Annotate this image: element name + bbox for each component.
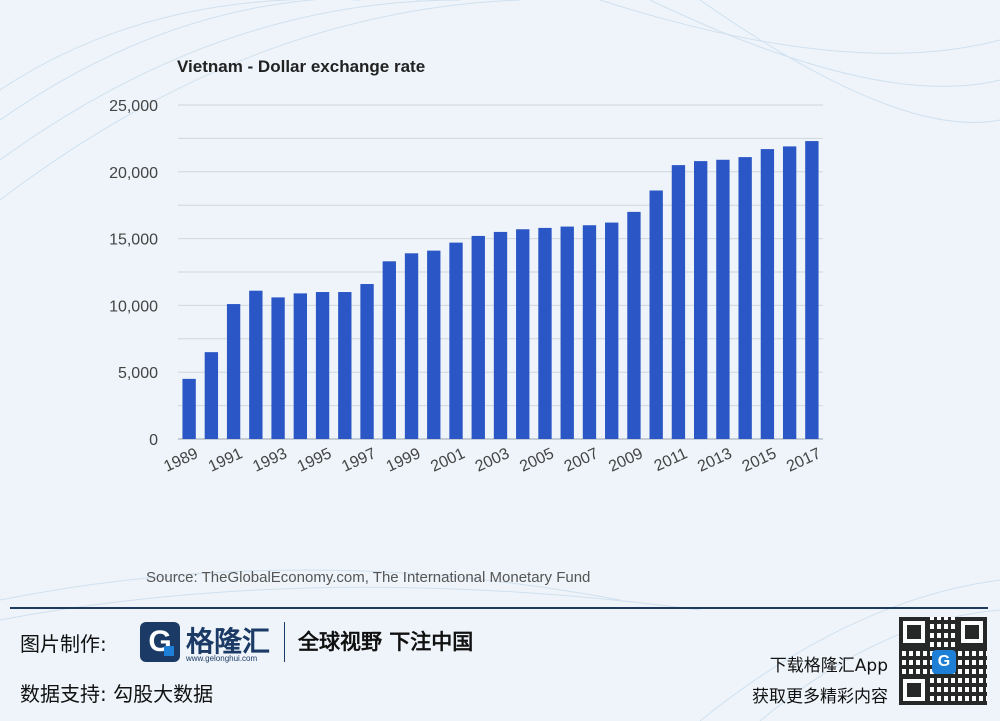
bar-1996 [338, 292, 352, 439]
qr-center-logo-icon: G [932, 650, 956, 674]
bar-2012 [694, 161, 708, 439]
y-tick-label: 20,000 [109, 165, 158, 182]
bar-chart: Vietnam - Dollar exchange rate 0 5,000 10,… [109, 57, 824, 476]
logo-url: www.gelonghui.com [186, 654, 258, 663]
chart-title: Vietnam - Dollar exchange rate [177, 57, 425, 76]
slogan: 全球视野 下注中国 [298, 630, 474, 654]
y-tick-label: 25,000 [109, 98, 158, 115]
bar-2005 [538, 227, 552, 439]
x-tick-label: 2003 [473, 445, 513, 475]
logo-separator [284, 622, 285, 662]
y-tick-label: 0 [149, 432, 158, 449]
bar-1993 [271, 297, 285, 439]
footer-divider [10, 607, 988, 609]
logo-name: 格隆汇 [186, 625, 271, 658]
x-tick-label: 1999 [384, 445, 424, 475]
app-download-text: 下载格隆汇App [769, 656, 888, 676]
y-axis-ticks: 0 5,000 10,000 15,000 20,000 25,000 [109, 98, 158, 449]
x-tick-label: 1995 [295, 445, 335, 475]
chart-bars [182, 141, 819, 439]
bar-1998 [382, 261, 396, 439]
bar-2008 [605, 222, 619, 439]
gelonghui-logo-icon: G [140, 622, 180, 662]
bar-2014 [738, 157, 752, 439]
bar-1992 [249, 290, 263, 439]
bar-2007 [582, 225, 597, 439]
x-tick-label: 2007 [562, 445, 602, 475]
bar-2016 [782, 146, 797, 439]
x-tick-label: 1989 [161, 445, 201, 475]
bar-2017 [805, 141, 819, 439]
x-tick-label: 1997 [339, 445, 379, 475]
data-support-label: 数据支持: 勾股大数据 [20, 682, 214, 706]
bar-2002 [471, 235, 485, 439]
x-axis-ticks: 1989 1991 1993 1995 1997 1999 2001 2003 2005 2007… [161, 445, 823, 475]
x-tick-label: 1991 [206, 445, 246, 475]
x-tick-label: 2011 [652, 445, 690, 475]
bar-2011 [671, 165, 686, 439]
bar-2000 [427, 250, 441, 439]
bar-1999 [404, 253, 419, 439]
bar-2001 [449, 242, 463, 439]
y-tick-label: 10,000 [109, 298, 158, 315]
app-more-text: 获取更多精彩内容 [752, 687, 888, 707]
bar-2006 [560, 226, 574, 439]
x-tick-label: 2009 [606, 445, 646, 475]
x-tick-label: 2013 [695, 445, 735, 475]
bar-1989 [182, 378, 196, 439]
bar-2010 [649, 190, 663, 439]
bar-2015 [760, 149, 775, 439]
bar-2009 [627, 211, 641, 439]
x-tick-label: 1993 [250, 445, 290, 475]
bar-2004 [516, 229, 530, 439]
source-note: Source: TheGlobalEconomy.com, The Intern… [146, 569, 591, 586]
y-tick-label: 5,000 [118, 365, 158, 382]
bar-1995 [315, 292, 330, 439]
bar-1990 [204, 352, 219, 439]
bar-1991 [226, 304, 241, 439]
credit-label: 图片制作: [20, 632, 107, 656]
x-tick-label: 2001 [428, 445, 468, 475]
x-tick-label: 2017 [784, 445, 824, 475]
bar-2003 [493, 231, 508, 439]
bar-2013 [716, 159, 730, 439]
bar-1994 [293, 293, 307, 439]
y-tick-label: 15,000 [109, 232, 158, 249]
bar-1997 [360, 284, 374, 439]
x-tick-label: 2005 [517, 445, 557, 475]
x-tick-label: 2015 [740, 445, 780, 475]
